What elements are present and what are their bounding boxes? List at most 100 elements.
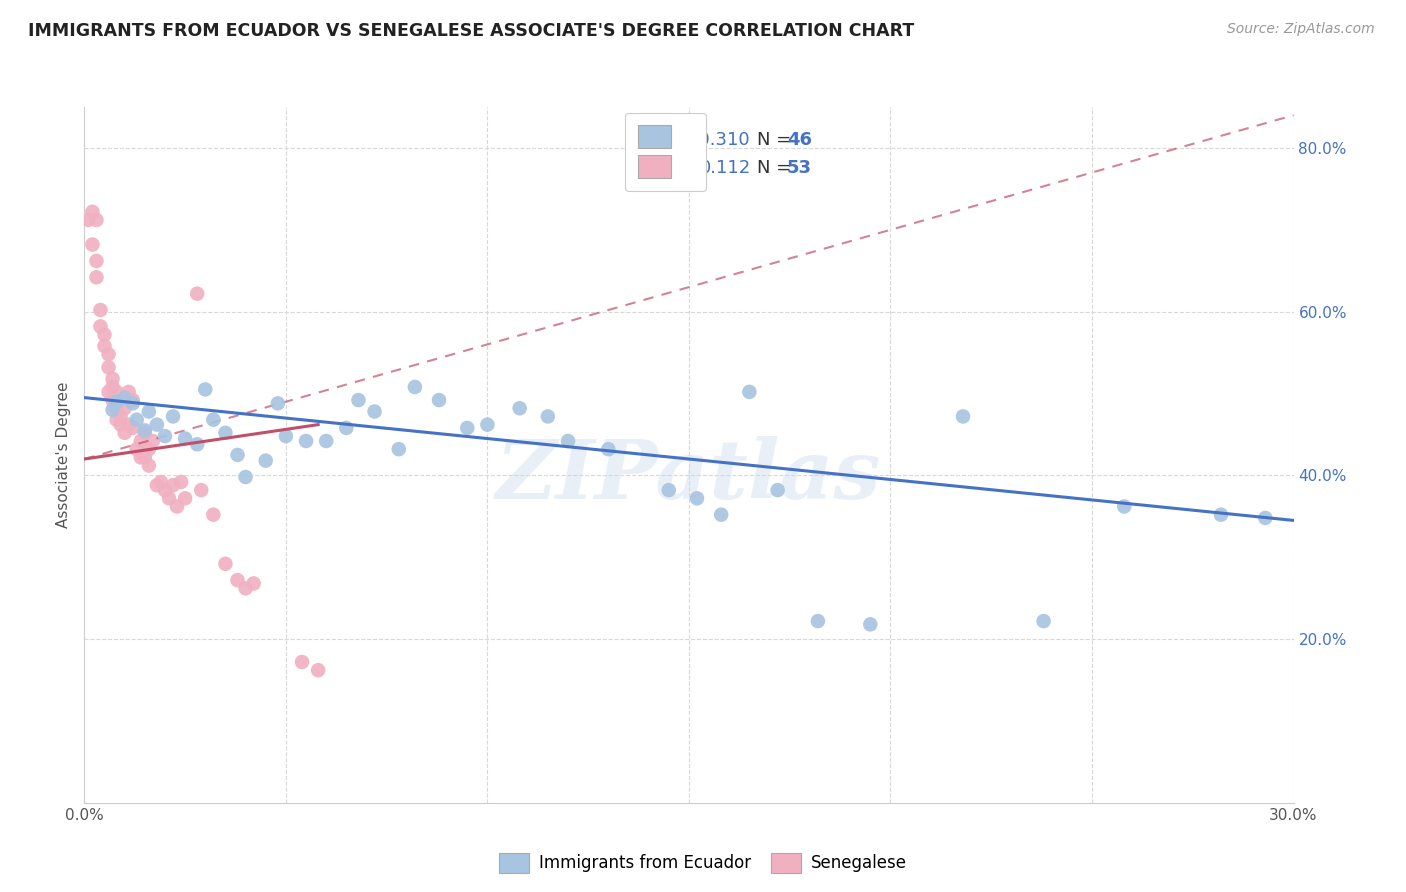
Point [456,421,478,435]
Text: R =: R = [664,160,703,178]
Point [509,401,531,416]
Point [1032,614,1054,628]
Point [101,372,124,386]
Point [162,409,184,424]
Point [82,237,104,252]
Point [537,409,560,424]
Point [295,434,318,448]
Point [162,478,184,492]
Point [859,617,882,632]
Point [335,421,357,435]
Point [477,417,499,432]
Text: ZIPatlas: ZIPatlas [496,436,882,516]
Point [105,384,128,399]
Point [267,396,290,410]
Point [134,423,156,437]
Point [105,401,128,416]
Text: 46: 46 [787,131,811,150]
Point [110,417,132,432]
Point [89,319,111,334]
Point [110,409,132,424]
Point [157,491,180,506]
Point [710,508,733,522]
Point [146,417,169,432]
Point [121,421,143,435]
Text: R =: R = [664,131,703,150]
Legend: Immigrants from Ecuador, Senegalese: Immigrants from Ecuador, Senegalese [492,847,914,880]
Point [129,434,152,448]
Point [114,401,136,416]
Legend:   ,   : , [626,112,706,191]
Point [347,393,370,408]
Point [557,434,579,448]
Point [86,270,108,285]
Point [125,413,148,427]
Point [190,483,212,497]
Text: IMMIGRANTS FROM ECUADOR VS SENEGALESE ASSOCIATE'S DEGREE CORRELATION CHART: IMMIGRANTS FROM ECUADOR VS SENEGALESE AS… [28,22,914,40]
Point [110,393,132,408]
Point [1114,500,1136,514]
Point [686,491,709,506]
Point [97,384,120,399]
Y-axis label: Associate's Degree: Associate's Degree [56,382,72,528]
Point [226,448,249,462]
Point [738,384,761,399]
Point [138,458,160,473]
Point [404,380,426,394]
Point [766,483,789,497]
Point [235,582,257,596]
Point [807,614,830,628]
Point [129,450,152,465]
Point [214,425,236,440]
Point [93,327,115,342]
Point [307,663,329,677]
Text: 0.112: 0.112 [700,160,751,178]
Point [89,303,111,318]
Point [86,213,108,227]
Point [101,393,124,408]
Point [118,417,141,432]
Point [226,573,249,587]
Point [202,413,225,427]
Point [93,339,115,353]
Point [952,409,974,424]
Point [214,557,236,571]
Point [427,393,450,408]
Point [166,500,188,514]
Text: N =: N = [756,131,797,150]
Point [1209,508,1232,522]
Point [142,434,165,448]
Point [138,404,160,418]
Point [121,396,143,410]
Point [1254,511,1277,525]
Text: Source: ZipAtlas.com: Source: ZipAtlas.com [1227,22,1375,37]
Point [121,393,143,408]
Text: -0.310: -0.310 [693,131,751,150]
Point [174,491,197,506]
Point [153,429,176,443]
Point [291,655,314,669]
Point [186,437,208,451]
Point [101,403,124,417]
Text: N =: N = [756,160,797,178]
Point [82,204,104,219]
Point [97,360,120,375]
Point [77,213,100,227]
Point [202,508,225,522]
Point [235,470,257,484]
Point [86,254,108,268]
Point [242,576,264,591]
Point [134,425,156,440]
Point [149,475,172,489]
Point [134,450,156,465]
Point [598,442,620,457]
Point [153,483,176,497]
Point [118,384,141,399]
Point [254,453,277,467]
Point [274,429,297,443]
Point [125,442,148,457]
Point [170,475,193,489]
Point [97,347,120,361]
Point [194,383,217,397]
Point [186,286,208,301]
